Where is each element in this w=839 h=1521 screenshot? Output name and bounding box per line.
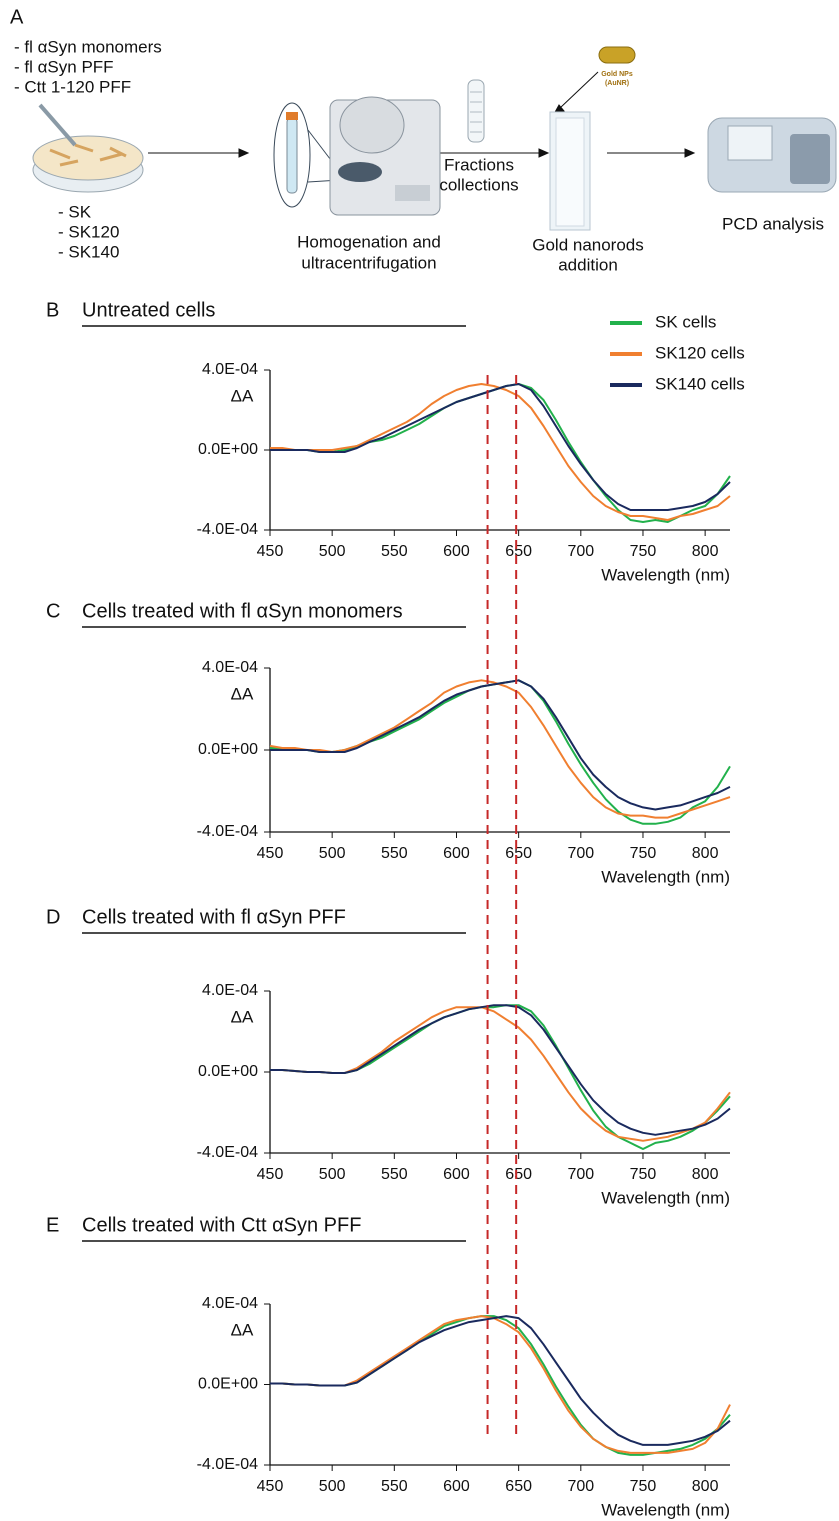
step-label: addition: [558, 255, 618, 274]
x-axis-label: Wavelength (nm): [601, 565, 730, 584]
x-tick-label: 550: [381, 1478, 408, 1495]
step-label: Gold nanorods: [532, 235, 644, 254]
legend-label: SK cells: [655, 312, 716, 331]
x-tick-label: 700: [567, 543, 594, 560]
y-tick-label: -4.0E-04: [197, 823, 258, 840]
x-tick-label: 550: [381, 1166, 408, 1183]
x-tick-label: 450: [257, 543, 284, 560]
x-axis-label: Wavelength (nm): [601, 1500, 730, 1519]
chart: C Cells treated with fl αSyn monomers -4.0…: [46, 600, 730, 886]
cell-line: - SK140: [58, 242, 119, 261]
x-tick-label: 600: [443, 543, 470, 560]
series-line: [270, 1005, 730, 1135]
figure: A - fl αSyn monomers - fl αSyn PFF - Ctt…: [0, 0, 839, 1521]
panel-letter: A: [10, 6, 24, 28]
panel-letter: C: [46, 600, 60, 622]
step-label: PCD analysis: [722, 214, 824, 233]
panel-letter: D: [46, 906, 60, 928]
gold-nanorod: Gold NPs (AuNR): [599, 47, 635, 87]
panel-letter: B: [46, 299, 59, 321]
centrifuge: [274, 97, 440, 215]
x-tick-label: 800: [692, 1166, 719, 1183]
x-tick-label: 450: [257, 845, 284, 862]
y-tick-label: 4.0E-04: [202, 659, 258, 676]
x-tick-label: 500: [319, 1166, 346, 1183]
x-tick-label: 500: [319, 1478, 346, 1495]
chart-title: Untreated cells: [82, 299, 215, 321]
x-tick-label: 450: [257, 1166, 284, 1183]
x-tick-label: 700: [567, 1166, 594, 1183]
x-tick-label: 550: [381, 543, 408, 560]
y-tick-label: 4.0E-04: [202, 1295, 258, 1312]
series-line: [270, 384, 730, 510]
y-axis-label: ΔA: [231, 386, 254, 405]
series-line: [270, 680, 730, 817]
petri-dish: [33, 105, 143, 192]
series-line: [270, 680, 730, 809]
x-axis-label: Wavelength (nm): [601, 867, 730, 886]
step-label: Fractions: [444, 155, 514, 174]
x-axis-label: Wavelength (nm): [601, 1188, 730, 1207]
y-tick-label: 0.0E+00: [198, 741, 258, 758]
treatment: - fl αSyn monomers: [14, 37, 162, 56]
legend-label: SK120 cells: [655, 343, 745, 362]
y-axis-label: ΔA: [231, 1320, 254, 1339]
fractions-tube: [468, 80, 484, 142]
x-tick-label: 550: [381, 845, 408, 862]
x-tick-label: 600: [443, 1166, 470, 1183]
y-tick-label: 0.0E+00: [198, 1376, 258, 1393]
y-axis-label: ΔA: [231, 684, 254, 703]
np-label: (AuNR): [605, 80, 629, 87]
x-tick-label: 650: [505, 1166, 532, 1183]
cell-line: - SK120: [58, 222, 119, 241]
x-tick-label: 700: [567, 845, 594, 862]
treatment: - Ctt 1-120 PFF: [14, 77, 131, 96]
x-tick-label: 750: [630, 845, 657, 862]
series-line: [270, 1005, 730, 1149]
x-tick-label: 650: [505, 1478, 532, 1495]
legend: SK cells SK120 cells SK140 cells: [610, 312, 745, 393]
series-line: [270, 1316, 730, 1445]
x-tick-label: 800: [692, 845, 719, 862]
legend-label: SK140 cells: [655, 374, 745, 393]
treatment: - fl αSyn PFF: [14, 57, 114, 76]
chart: D Cells treated with fl αSyn PFF -4.0E-04 0…: [46, 906, 730, 1207]
x-tick-label: 750: [630, 1478, 657, 1495]
x-tick-label: 700: [567, 1478, 594, 1495]
charts: B Untreated cells -4.0E-04 0.0E+00 4.0E-04 45…: [46, 299, 745, 1519]
np-label: Gold NPs: [601, 71, 633, 78]
y-axis-label: ΔA: [231, 1007, 254, 1026]
y-tick-label: 0.0E+00: [198, 441, 258, 458]
x-tick-label: 600: [443, 845, 470, 862]
x-tick-label: 800: [692, 543, 719, 560]
y-tick-label: -4.0E-04: [197, 1456, 258, 1473]
x-tick-label: 600: [443, 1478, 470, 1495]
y-tick-label: -4.0E-04: [197, 1144, 258, 1161]
spectrometer: [708, 118, 836, 192]
x-tick-label: 750: [630, 543, 657, 560]
x-tick-label: 500: [319, 845, 346, 862]
cuvette: [550, 112, 590, 230]
x-tick-label: 750: [630, 1166, 657, 1183]
step-label: ultracentrifugation: [301, 253, 436, 272]
x-tick-label: 450: [257, 1478, 284, 1495]
y-tick-label: -4.0E-04: [197, 521, 258, 538]
step-label: collections: [439, 175, 518, 194]
chart-title: Cells treated with fl αSyn PFF: [82, 906, 346, 928]
chart: E Cells treated with Ctt αSyn PFF -4.0E-04…: [46, 1214, 730, 1519]
x-tick-label: 650: [505, 543, 532, 560]
chart-title: Cells treated with Ctt αSyn PFF: [82, 1214, 361, 1236]
x-tick-label: 800: [692, 1478, 719, 1495]
step-label: Homogenation and: [297, 232, 441, 251]
y-tick-label: 4.0E-04: [202, 982, 258, 999]
chart: B Untreated cells -4.0E-04 0.0E+00 4.0E-04 45…: [46, 299, 745, 584]
chart-title: Cells treated with fl αSyn monomers: [82, 600, 403, 622]
y-tick-label: 4.0E-04: [202, 361, 258, 378]
cell-line: - SK: [58, 202, 92, 221]
panel-letter: E: [46, 1214, 59, 1236]
workflow-diagram: A - fl αSyn monomers - fl αSyn PFF - Ctt…: [10, 6, 836, 274]
y-tick-label: 0.0E+00: [198, 1063, 258, 1080]
x-tick-label: 650: [505, 845, 532, 862]
x-tick-label: 500: [319, 543, 346, 560]
